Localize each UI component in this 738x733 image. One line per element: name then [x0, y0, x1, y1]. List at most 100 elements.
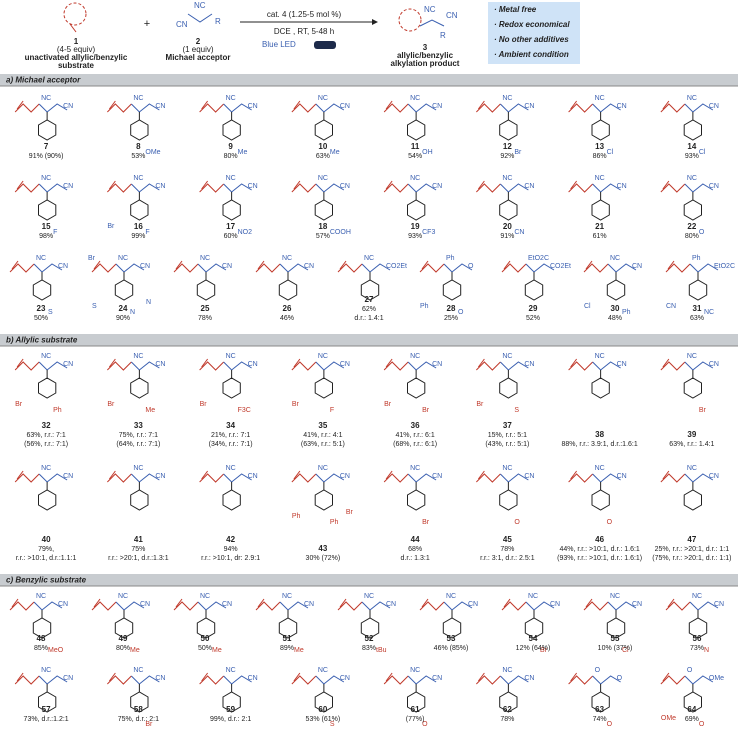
yield: 92%: [500, 153, 514, 160]
atom-label: NC: [364, 255, 374, 262]
acceptor-bonds: [315, 183, 345, 193]
yield: 75%, r.r.: 7:1: [119, 432, 158, 439]
compound-id: 15: [42, 222, 51, 231]
atom-label: NC: [200, 593, 210, 600]
compound-id: 49: [119, 634, 128, 643]
compound-id: 13: [595, 142, 604, 151]
atom-label: CN: [63, 103, 73, 110]
double-bond: [108, 100, 116, 110]
acceptor-bonds: [407, 473, 437, 483]
ring: [407, 489, 426, 511]
compound-id: 17: [226, 222, 235, 231]
atom-label: NC: [502, 95, 512, 102]
compound: NC CN N S N Br 24 90%: [88, 255, 151, 322]
atom-label: CN: [155, 473, 165, 480]
ring: [38, 377, 57, 399]
substrate-bonds: [199, 675, 224, 685]
compound-id: 30: [611, 304, 620, 313]
atom-label: CN: [709, 183, 719, 190]
ring: [314, 691, 333, 713]
yield: 44%, r.r.: >10:1, d.r.: 1.6:1: [559, 546, 639, 553]
ring: [314, 119, 333, 141]
acceptor-bonds: [315, 675, 345, 685]
ring: [130, 691, 149, 713]
substrate-bonds: [107, 675, 132, 685]
compound-id: 40: [42, 535, 51, 544]
atom-label: CN: [514, 229, 524, 236]
acceptor-bonds: [279, 263, 309, 273]
substrate-bonds: [91, 601, 117, 611]
substrate-bonds: [665, 601, 691, 611]
atom-label: NC: [502, 175, 512, 182]
compound-id: 59: [226, 705, 235, 714]
acceptor-bonds: [223, 103, 252, 113]
atom-label: S: [330, 721, 335, 728]
bond: [69, 23, 77, 33]
section-title: c) Benzylic substrate: [6, 576, 87, 585]
double-bond: [293, 180, 301, 190]
substrate-bonds: [107, 361, 132, 371]
atom-label: Ph: [53, 407, 62, 414]
ring: [683, 691, 702, 713]
double-bond: [16, 180, 24, 190]
atom-label: O: [595, 667, 601, 674]
acceptor-bonds: [684, 361, 714, 371]
compound-id: 22: [687, 222, 696, 231]
yield: 98%: [39, 233, 53, 240]
yield: (64%, r.r.: 7:1): [116, 441, 160, 448]
double-bond: [477, 100, 485, 110]
atom-label: Br: [422, 407, 430, 414]
ring: [130, 119, 149, 141]
acceptor-bonds: [131, 103, 160, 113]
atom-label: Br: [422, 519, 430, 526]
atom-label: O: [699, 229, 705, 236]
atom-label: CN: [248, 473, 258, 480]
compound-id: 26: [283, 304, 292, 313]
atom-label: CN: [58, 601, 68, 608]
substrate-name: unactivated allylic/benzylic: [25, 53, 128, 62]
compound: NC CN F15 98%: [14, 175, 73, 240]
product-icon: [398, 8, 422, 32]
atom-label: NC: [133, 175, 143, 182]
compound-id: 23: [37, 304, 46, 313]
double-bond: [175, 260, 183, 270]
atom-label: CN: [63, 675, 73, 682]
substrate-bonds: [337, 601, 363, 611]
atom-label: Ph: [692, 255, 701, 262]
atom-label: NC: [318, 465, 328, 472]
atom-label: CN: [709, 361, 719, 368]
compound: NC CN 42 94% r.r.: >10:1, dr: 2.9:1: [199, 465, 260, 562]
atom-label: NC: [41, 175, 51, 182]
acceptor-bonds: [592, 183, 621, 193]
ring: [683, 199, 702, 221]
acceptor-bonds: [38, 473, 68, 483]
arrow-head: [372, 19, 378, 25]
atom-label: NC: [704, 309, 714, 316]
atom-label: CN: [63, 183, 73, 190]
compound-id: 38: [595, 430, 604, 439]
yield: (63%, r.r.: 5:1): [301, 441, 345, 448]
compound: O OMe O OMe 64 69%: [660, 667, 724, 728]
double-bond: [108, 470, 116, 480]
atom-label: NC: [687, 353, 697, 360]
section-bar: [0, 574, 738, 586]
ring: [524, 617, 544, 639]
double-bond: [477, 358, 485, 368]
atom-label: O: [607, 519, 613, 526]
compound: NC CO2Et 27 62% d.r.: 1.4:1: [337, 255, 407, 322]
atom-label: NC: [595, 465, 605, 472]
double-bond: [662, 672, 670, 682]
atom-label: CN: [432, 675, 442, 682]
yield: 69%: [685, 716, 699, 723]
atom-label: O: [687, 667, 693, 674]
yield: (75%, r.r.: >20:1, d.r.: 1:1): [652, 555, 731, 562]
yield: 52%: [526, 315, 540, 322]
atom-label: O: [617, 675, 623, 682]
atom-label: CN: [155, 675, 165, 682]
double-bond: [201, 470, 209, 480]
yield: 88%, r.r.: 3.9:1, d.r.:1.6:1: [561, 441, 637, 448]
